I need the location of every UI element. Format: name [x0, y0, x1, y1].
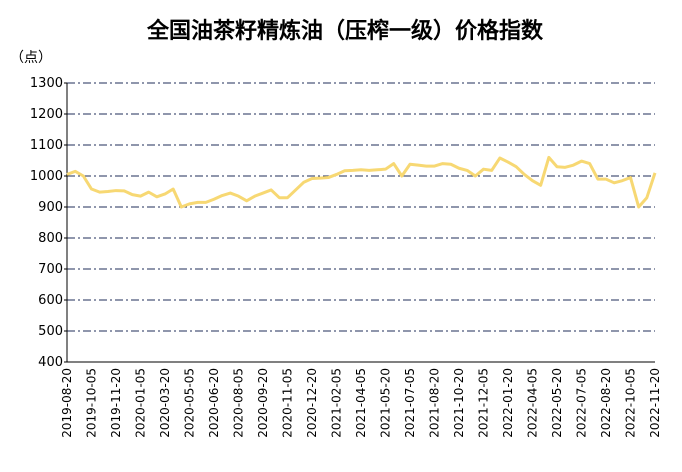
x-tick-label: 2022-08-20: [599, 368, 613, 438]
x-tick-label: 2020-03-20: [158, 368, 172, 438]
x-tick-label: 2019-10-05: [85, 368, 99, 438]
x-tick-label: 2020-06-20: [207, 368, 221, 438]
x-tick-label: 2020-05-05: [183, 368, 197, 438]
y-unit: （点）: [10, 50, 52, 66]
x-tick-label: 2022-04-05: [526, 368, 540, 438]
y-tick-label: 1300: [30, 76, 63, 91]
x-tick-label: 2022-10-05: [624, 368, 638, 438]
y-tick-label: 900: [38, 200, 63, 215]
chart-title: 全国油茶籽精炼油（压榨一级）价格指数: [146, 18, 544, 44]
x-tick-label: 2022-05-20: [550, 368, 564, 438]
y-tick-label: 500: [38, 324, 63, 339]
x-tick-label: 2021-05-20: [379, 368, 393, 438]
x-tick-label: 2022-07-05: [575, 368, 589, 438]
x-tick-label: 2022-11-20: [648, 368, 662, 438]
x-tick-label: 2020-01-05: [134, 368, 148, 438]
y-tick-label: 1000: [30, 169, 63, 184]
data-line: [66, 155, 657, 209]
x-tick-label: 2021-08-20: [428, 368, 442, 438]
x-tick-label: 2022-01-20: [501, 368, 515, 438]
y-tick-label: 700: [38, 262, 63, 277]
x-tick-label: 2020-12-20: [305, 368, 319, 438]
x-tick-label: 2021-12-05: [477, 368, 491, 438]
x-tick-label: 2021-04-05: [354, 368, 368, 438]
x-tick-label: 2019-08-20: [60, 368, 74, 438]
y-tick-label: 800: [38, 231, 63, 246]
x-tick-label: 2020-09-20: [256, 368, 270, 438]
x-tick-label: 2021-10-20: [452, 368, 466, 438]
y-tick-label: 400: [38, 355, 63, 370]
y-tick-label: 600: [38, 293, 63, 308]
x-tick-label: 2021-02-05: [330, 368, 344, 438]
x-tick-label: 2020-08-05: [232, 368, 246, 438]
x-tick-label: 2019-11-20: [109, 368, 123, 438]
x-tick-label: 2020-11-05: [281, 368, 295, 438]
y-tick-label: 1100: [30, 138, 63, 153]
y-tick-label: 1200: [30, 107, 63, 122]
x-tick-label: 2021-07-05: [403, 368, 417, 438]
